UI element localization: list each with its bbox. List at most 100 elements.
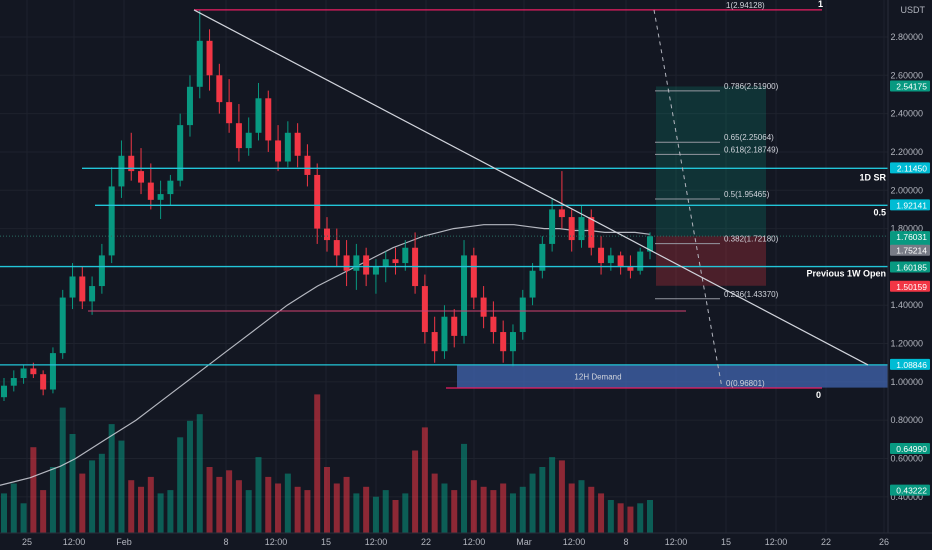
price-tick-label: 1.40000 [890,300,923,310]
candle[interactable] [167,174,174,206]
candle[interactable] [265,90,272,152]
candle[interactable] [186,75,193,137]
candle[interactable] [441,305,448,359]
candle[interactable] [196,10,203,99]
candle[interactable] [470,247,477,310]
candle[interactable] [147,163,154,210]
candle[interactable] [480,286,487,329]
price-tag-value: 1.76031 [896,232,927,242]
price-tag[interactable] [890,261,930,273]
demand-zone[interactable] [457,364,888,388]
candle-body [147,182,154,200]
candle-body [578,217,585,241]
candle-body [647,236,653,252]
candle-body [333,240,340,256]
price-tag[interactable] [890,280,930,292]
candle[interactable] [284,121,291,168]
volume-bar [372,496,379,533]
candle[interactable] [157,180,164,219]
candle[interactable] [245,117,252,156]
candle[interactable] [617,251,624,275]
volume-bar [177,437,184,533]
candle-body [206,40,213,76]
candle[interactable] [128,132,135,181]
position-loss-zone[interactable] [656,236,766,286]
candle[interactable] [539,236,546,279]
candle[interactable] [118,140,125,198]
price-tag[interactable] [890,244,930,256]
candle[interactable] [431,316,438,363]
candle[interactable] [421,274,428,344]
candle[interactable] [138,148,145,195]
candle[interactable] [177,113,184,187]
price-tag[interactable] [890,80,930,92]
descending-trendline[interactable] [193,9,869,366]
candle[interactable] [255,82,262,141]
price-tag[interactable] [890,442,930,454]
price-tag[interactable] [890,484,930,496]
candle[interactable] [461,240,468,344]
price-tag-value: 1.92141 [896,200,927,210]
candle[interactable] [568,209,575,252]
candle[interactable] [108,167,115,264]
candle[interactable] [588,209,595,256]
candle[interactable] [49,347,56,394]
time-axis[interactable]: 25 12:00 Feb 8 12:00 15 12:00 22 12:00 Mar 12:00 8 1… [0,532,932,550]
candle[interactable] [69,263,76,310]
price-tag[interactable] [890,199,930,211]
candle[interactable] [647,232,653,260]
candle[interactable] [314,163,321,244]
candle[interactable] [59,289,66,359]
candle-body [235,123,242,149]
candle[interactable] [333,228,340,267]
candle[interactable] [216,63,223,114]
candle-body [470,255,477,298]
candle[interactable] [549,197,556,252]
drawings-layer[interactable] [0,9,888,389]
candle-body [490,316,497,333]
candle[interactable] [558,171,565,229]
candle[interactable] [304,144,311,187]
candle[interactable] [509,324,516,367]
candle[interactable] [637,247,644,275]
price-tag[interactable] [890,162,930,174]
fib-trend-line[interactable] [653,9,723,389]
candle[interactable] [20,364,27,384]
price-tick-label: 0.40000 [890,492,923,502]
candle[interactable] [226,79,233,133]
volume-bar [568,483,575,533]
candle[interactable] [519,289,526,340]
candle[interactable] [324,217,330,252]
candle-body [196,40,203,87]
candle[interactable] [392,247,399,275]
candle[interactable] [529,263,536,306]
time-tick-label: Feb [116,537,132,547]
candle[interactable] [343,240,350,287]
candle[interactable] [500,320,507,363]
candle[interactable] [40,370,47,396]
candle[interactable] [402,240,409,271]
price-tag[interactable] [890,358,930,370]
candle[interactable] [1,378,7,402]
candle[interactable] [598,236,605,275]
candle-body [392,259,399,264]
position-profit-zone[interactable] [656,86,766,237]
candle[interactable] [89,276,96,315]
candle[interactable] [275,125,282,172]
candle[interactable] [235,104,242,162]
candle[interactable] [372,259,379,294]
candle[interactable] [206,29,213,91]
candle[interactable] [490,301,497,344]
candle[interactable] [98,243,105,294]
candle-body [1,385,7,398]
candle[interactable] [10,370,17,392]
candle[interactable] [294,123,301,168]
candle[interactable] [578,205,585,248]
volume-bar [89,460,96,533]
candle[interactable] [79,266,86,310]
candles[interactable] [1,10,653,402]
candle[interactable] [451,309,458,348]
volume-bar [392,500,399,533]
price-axis[interactable]: USDT 2.80000 2.60000 2.40000 2.20000 2.00000 1… [887,0,932,550]
